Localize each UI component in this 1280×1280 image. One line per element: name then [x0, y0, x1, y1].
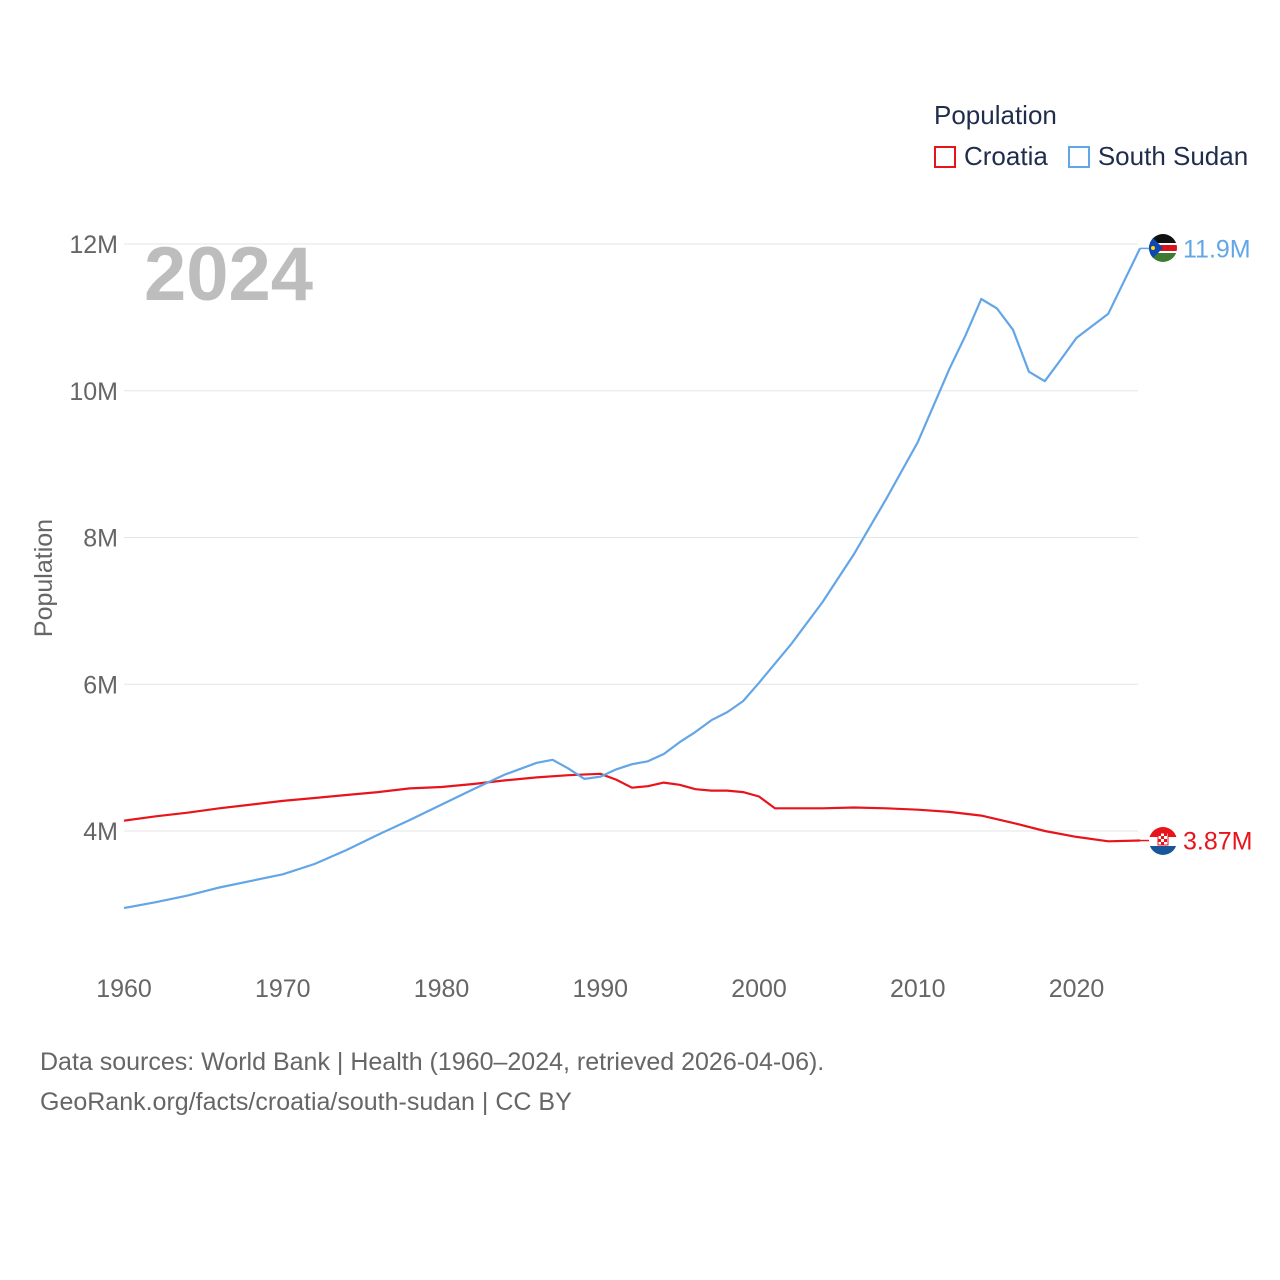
y-tick-label: 6M — [83, 671, 118, 699]
x-tick-label: 1960 — [96, 975, 152, 1003]
series-line-croatia[interactable] — [123, 772, 1141, 843]
croatia-flag — [1149, 827, 1177, 855]
series-line-south-sudan[interactable] — [123, 247, 1141, 910]
source-note: Data sources: World Bank | Health (1960–… — [40, 1042, 824, 1122]
legend-swatch-south-sudan — [1067, 145, 1090, 168]
south-sudan-flag — [1149, 234, 1177, 262]
legend: Population Croatia South Sudan — [934, 100, 1248, 172]
x-tick-label: 1970 — [255, 975, 311, 1003]
legend-title: Population — [934, 100, 1057, 130]
series-layer — [123, 247, 1150, 910]
source-line-1: Data sources: World Bank | Health (1960–… — [40, 1048, 825, 1076]
legend-label-south-sudan: South Sudan — [1097, 141, 1249, 171]
x-tick-label: 2020 — [1049, 975, 1105, 1003]
end-labels: 3.87M 11.9M — [1183, 235, 1252, 855]
legend-item-south-sudan[interactable]: South Sudan — [1067, 141, 1249, 172]
legend-label-croatia: Croatia — [964, 141, 1048, 171]
x-tick-label: 1990 — [572, 975, 628, 1003]
flag-layer — [1149, 234, 1177, 855]
y-tick-label: 4M — [83, 818, 118, 846]
y-tick-label: 12M — [69, 231, 118, 259]
y-tick-label: 10M — [69, 378, 118, 406]
y-axis-label: Population — [30, 519, 58, 637]
legend-swatch-croatia — [934, 145, 956, 168]
x-tick-label: 2010 — [890, 975, 946, 1003]
y-tick-label: 8M — [83, 525, 118, 553]
legend-item-croatia[interactable]: Croatia — [934, 141, 1048, 172]
gridlines — [124, 243, 1138, 832]
x-tick-label: 2000 — [731, 975, 787, 1003]
end-label-south-sudan: 11.9M — [1183, 235, 1251, 263]
source-line-2[interactable]: GeoRank.org/facts/croatia/south-sudan | … — [40, 1088, 572, 1116]
end-label-croatia: 3.87M — [1183, 828, 1252, 856]
y-axis-ticks: 4M 6M 8M 10M 12M — [69, 231, 118, 846]
x-tick-label: 1980 — [414, 975, 470, 1003]
x-axis-ticks: 1960 1970 1980 1990 2000 2010 2020 — [96, 975, 1104, 1003]
year-watermark: 2024 — [144, 232, 313, 317]
